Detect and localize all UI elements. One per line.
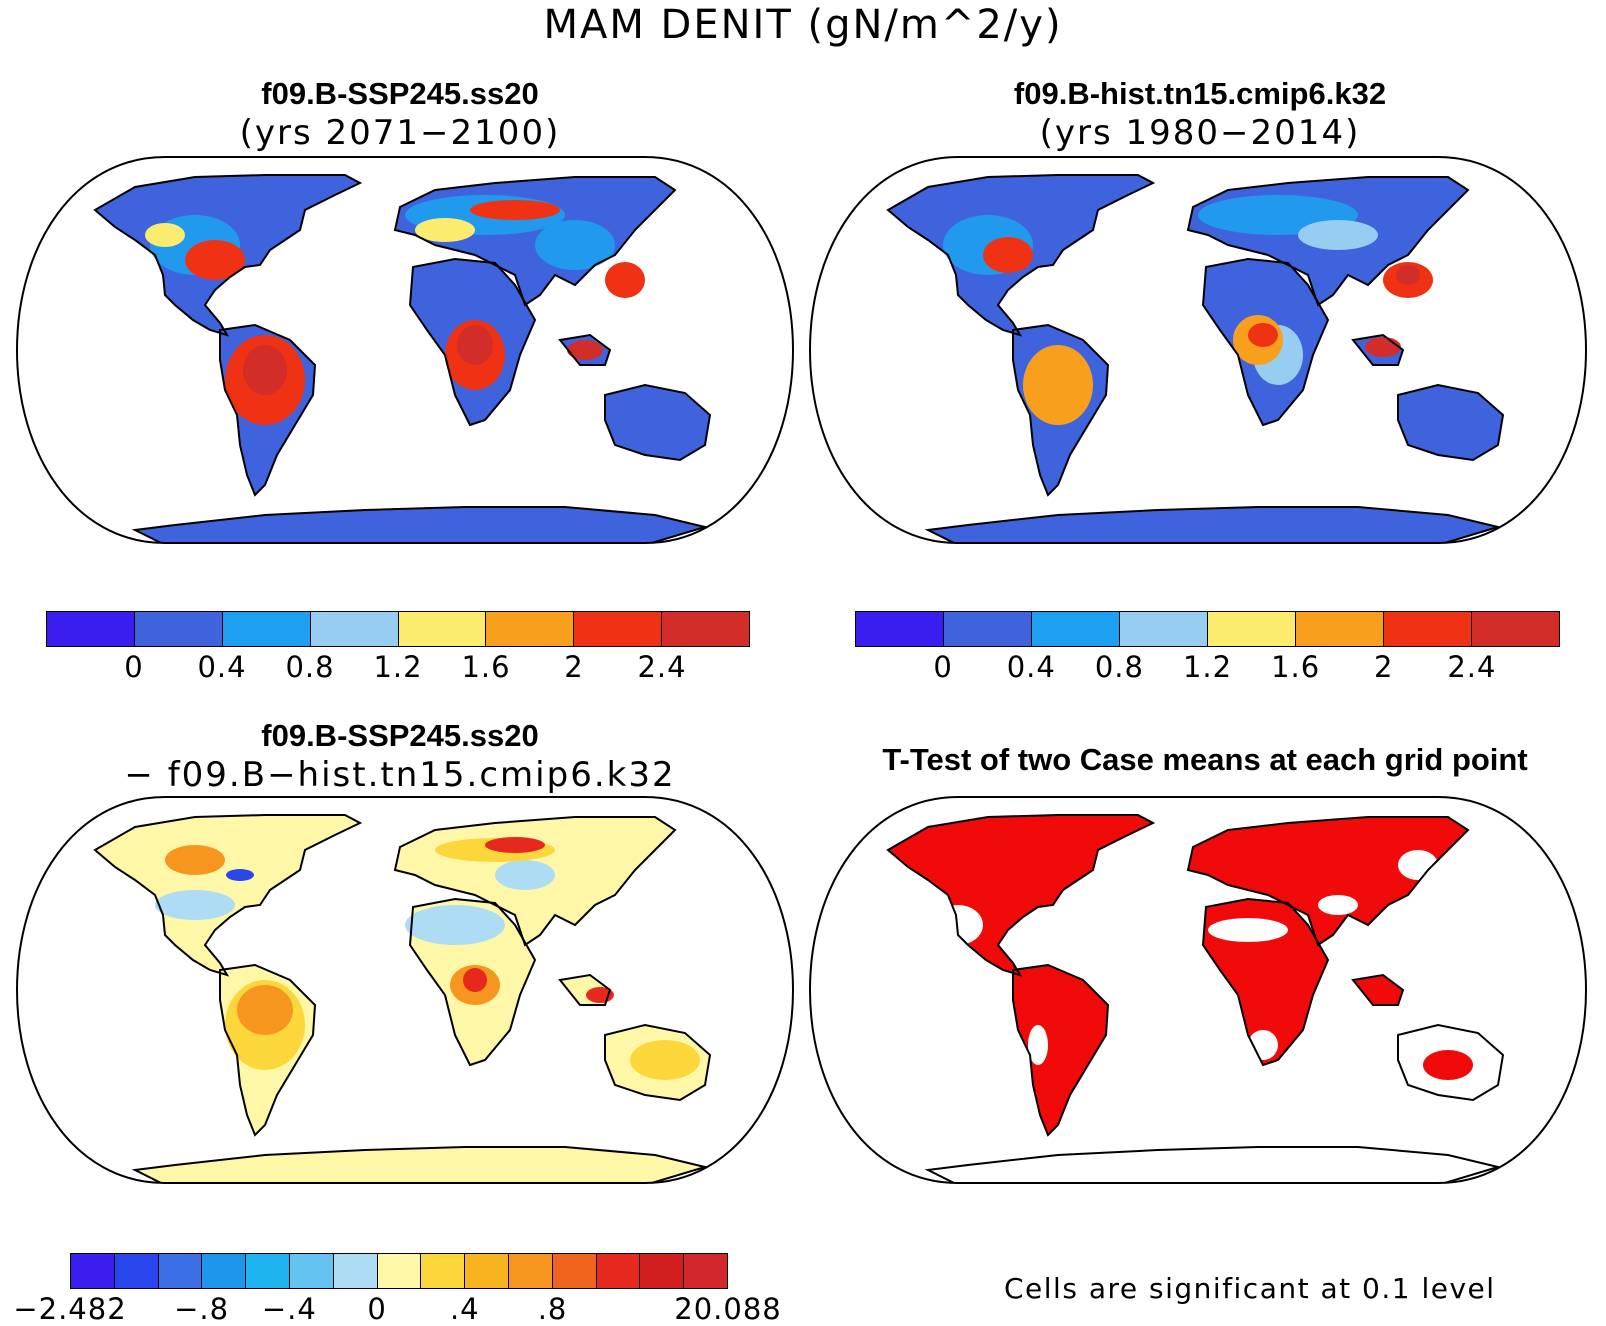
figure-title: MAM DENIT (gN/m^2/y) [543, 2, 1063, 48]
colorbar-tick-label: 0 [933, 650, 953, 684]
panel-title-ttest: T-Test of two Case means at each grid po… [882, 742, 1528, 777]
colorbar-cell [310, 612, 399, 646]
panel-subtitle-future: (yrs 2071−2100) [239, 113, 561, 153]
colorbar-tick-label: 2 [564, 650, 584, 684]
colorbar-cell [114, 1254, 159, 1288]
colorbar-tick-label: 0 [124, 650, 144, 684]
colorbar-cell [47, 612, 135, 646]
colorbar-cell [222, 612, 311, 646]
colorbar-tick-label: 20.088 [674, 1292, 782, 1326]
colorbar-tick-label: 0.8 [1094, 650, 1144, 684]
colorbar-tick-label: −2.482 [13, 1292, 127, 1326]
colorbar-tick-label: −.8 [174, 1292, 230, 1326]
colorbar-tick-label: 1.2 [1182, 650, 1233, 684]
colorbar-cell [202, 1254, 247, 1288]
colorbar-cell [1120, 612, 1208, 646]
colorbar-tick-label: 0.4 [1006, 650, 1056, 684]
colorbar-cell [944, 612, 1032, 646]
colorbar-cell [1384, 612, 1472, 646]
significance-note: Cells are significant at 0.1 level [1004, 1272, 1496, 1305]
colorbar-tick-label: 0 [367, 1292, 387, 1326]
colorbar-tick-label: −.4 [261, 1292, 317, 1326]
colorbar-cell [486, 612, 575, 646]
colorbar-cell [246, 1254, 290, 1288]
colorbar-cell [398, 612, 487, 646]
map-diff [15, 796, 795, 1184]
colorbar-cell [596, 1254, 641, 1288]
colorbar-cell [552, 1254, 597, 1288]
panel-title-diff: f09.B-SSP245.ss20 [261, 718, 539, 753]
colorbar-cell [684, 1254, 727, 1288]
colorbar-cell [377, 1254, 422, 1288]
map-hist [808, 156, 1588, 544]
map-future [15, 156, 795, 544]
colorbar-tick-label: 0.4 [197, 650, 247, 684]
colorbar-future [46, 611, 750, 647]
colorbar-cell [1208, 612, 1296, 646]
colorbar-cell [662, 612, 749, 646]
colorbar-cell [508, 1254, 553, 1288]
colorbar-tick-label: 1.6 [461, 650, 511, 684]
colorbar-tick-label: 0.8 [285, 650, 335, 684]
colorbar-cell [1296, 612, 1384, 646]
colorbar-cell [158, 1254, 203, 1288]
colorbar-tick-label: 1.6 [1271, 650, 1321, 684]
panel-title-hist: f09.B-hist.tn15.cmip6.k32 [1013, 76, 1387, 111]
colorbar-cell [333, 1254, 378, 1288]
panel-title-future: f09.B-SSP245.ss20 [261, 76, 539, 111]
panel-subtitle-diff: − f09.B−hist.tn15.cmip6.k32 [124, 755, 676, 795]
colorbar-tick-label: 2.4 [1447, 650, 1497, 684]
colorbar-diff [70, 1253, 728, 1289]
colorbar-hist [855, 611, 1560, 647]
colorbar-tick-label: .8 [537, 1292, 568, 1326]
colorbar-cell [640, 1254, 685, 1288]
colorbar-cell [856, 612, 944, 646]
colorbar-cell [71, 1254, 115, 1288]
colorbar-cell [465, 1254, 509, 1288]
colorbar-tick-label: 1.2 [373, 650, 423, 684]
colorbar-cell [289, 1254, 334, 1288]
colorbar-cell [1472, 612, 1559, 646]
panel-subtitle-hist: (yrs 1980−2014) [1039, 113, 1361, 153]
colorbar-tick-label: 2.4 [637, 650, 687, 684]
map-ttest [808, 796, 1588, 1184]
colorbar-tick-label: 2 [1374, 650, 1394, 684]
colorbar-cell [134, 612, 223, 646]
colorbar-cell [1032, 612, 1120, 646]
colorbar-cell [574, 612, 663, 646]
colorbar-tick-label: .4 [449, 1292, 480, 1326]
colorbar-cell [421, 1254, 466, 1288]
